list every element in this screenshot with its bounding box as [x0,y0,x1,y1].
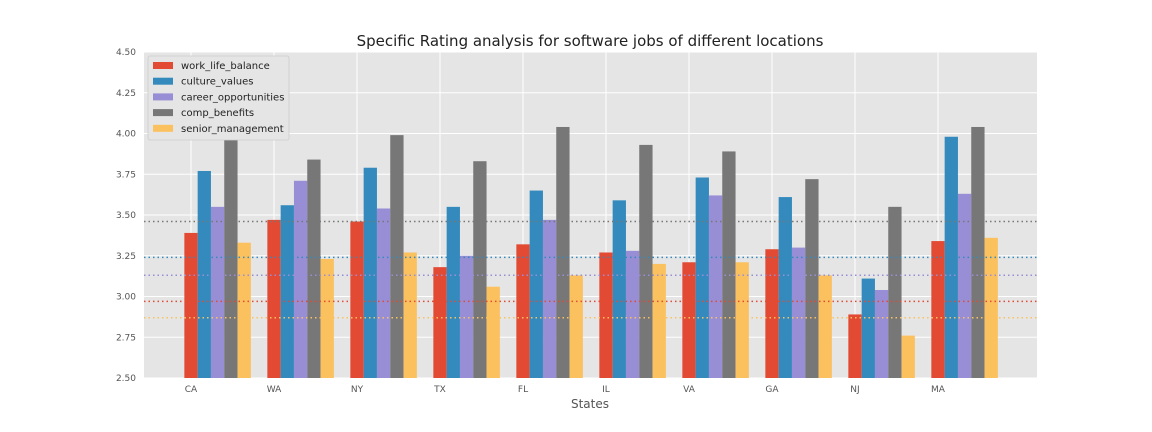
bar-comp-benefits [639,144,653,378]
y-tick-label: 3.25 [116,252,136,262]
bar-group-tx [433,161,500,378]
bar-culture-values [280,205,294,378]
bar-career-opportunities [376,208,391,378]
x-tick-label: TX [433,385,446,395]
bar-culture-values [529,190,543,378]
bar-work-life-balance [848,314,862,378]
y-tick-label: 2.75 [116,333,136,343]
bar-culture-values [861,278,875,378]
bar-group-nj [848,206,915,378]
legend-swatch [153,77,173,85]
bar-group-fl [516,126,583,378]
x-axis: CA WA NY TX FL IL VA GA NJ MA [185,385,946,395]
legend-swatch [153,62,173,69]
x-tick-label: CA [185,385,198,395]
bar-culture-values [695,177,709,378]
bar-career-opportunities [542,219,557,378]
legend-swatch [153,93,173,101]
x-tick-label: VA [683,385,696,395]
reference-lines [144,220,1037,319]
legend: work_life_balance culture_values career_op… [147,55,290,141]
bar-work-life-balance [599,252,613,378]
y-tick-label: 3.75 [116,170,136,180]
x-tick-label: FL [518,385,528,395]
bar-group-va [682,151,749,378]
bar-career-opportunities [874,289,889,378]
bar-career-opportunities [791,247,806,378]
bar-work-life-balance [267,219,281,378]
bar-work-life-balance [433,267,447,378]
y-tick-label: 2.50 [116,374,136,384]
bar-senior-management [818,275,832,378]
bar-group-il [599,144,666,378]
bar-work-life-balance [350,221,364,378]
x-tick-label: MA [931,385,946,395]
bar-work-life-balance [184,232,198,378]
bar-comp-benefits [390,135,404,378]
bar-senior-management [901,335,915,378]
bar-groups [184,126,998,378]
y-axis: 2.50 2.75 3.00 3.25 3.50 3.75 4.00 4.25 4.50 [116,48,136,384]
bar-group-ga [765,179,832,378]
bar-career-opportunities [625,250,640,378]
bar-senior-management [735,262,749,378]
bar-group-wa [267,159,334,378]
bar-comp-benefits [224,140,238,378]
bar-work-life-balance [516,244,530,378]
legend-entry: career_opportunities [181,92,284,103]
bar-career-opportunities [708,195,723,378]
bar-work-life-balance [765,249,779,378]
bar-career-opportunities [957,193,972,378]
bar-career-opportunities [210,206,225,378]
legend-frame [147,55,290,141]
bar-work-life-balance [931,241,945,378]
bar-comp-benefits [805,179,819,378]
bar-comp-benefits [473,161,487,378]
y-tick-label: 3.50 [116,211,136,221]
legend-swatch [153,124,173,132]
bar-group-ny [350,135,417,378]
bar-culture-values [944,136,958,378]
bar-culture-values [197,170,211,378]
x-axis-label: States [571,397,609,411]
bar-career-opportunities [459,255,474,378]
bar-work-life-balance [682,262,696,378]
y-tick-label: 4.00 [116,130,136,140]
y-tick-label: 3.00 [116,293,136,303]
bar-culture-values [778,197,792,378]
bar-comp-benefits [888,206,902,378]
legend-entry: senior_management [181,124,284,135]
bar-senior-management [486,286,500,378]
x-tick-label: IL [602,385,610,395]
bar-senior-management [237,242,251,378]
bar-comp-benefits [307,159,321,378]
y-tick-label: 4.50 [116,48,136,58]
chart-title: Specific Rating analysis for software jo… [357,32,824,50]
bar-senior-management [652,263,666,378]
bar-culture-values [612,200,626,378]
bar-senior-management [984,237,998,378]
legend-entry: culture_values [181,77,253,88]
bar-senior-management [403,252,417,378]
bar-comp-benefits [722,151,736,378]
bar-comp-benefits [971,126,985,378]
x-tick-label: WA [267,385,282,395]
x-tick-label: NJ [850,385,859,395]
x-tick-label: GA [765,385,779,395]
legend-entry: work_life_balance [181,61,270,72]
x-tick-label: NY [351,385,364,395]
bar-culture-values [363,167,377,378]
legend-entry: comp_benefits [181,108,254,119]
bar-senior-management [569,275,583,378]
bar-senior-management [320,259,334,378]
y-tick-label: 4.25 [116,89,136,99]
legend-swatch [153,109,173,117]
bar-culture-values [446,206,460,378]
bar-group-ca [184,140,251,378]
bar-comp-benefits [556,126,570,378]
bar-career-opportunities [293,180,308,378]
